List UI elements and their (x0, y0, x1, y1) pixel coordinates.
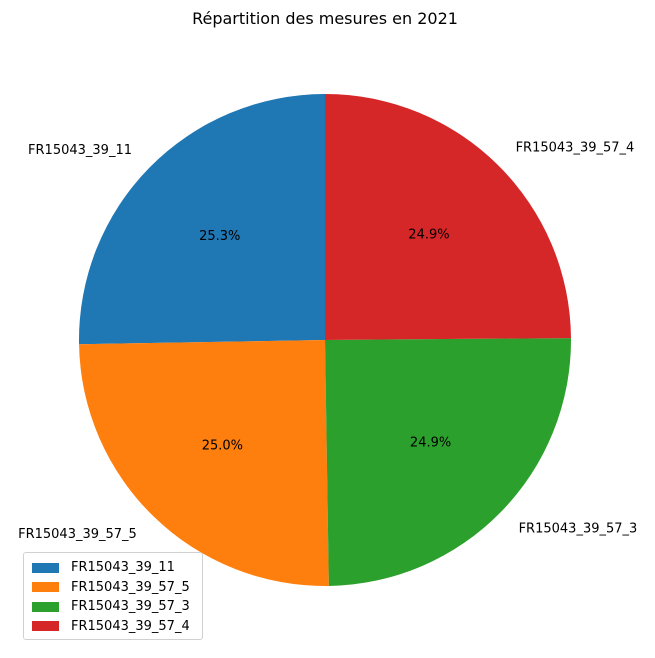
legend-label: FR15043_39_11 (71, 560, 175, 576)
slice-category-label: FR15043_39_57_5 (18, 527, 137, 542)
legend-label: FR15043_39_57_4 (71, 618, 190, 634)
pie-slice (79, 340, 329, 586)
pie-slices (78, 94, 571, 586)
chart-title: Répartition des mesures en 2021 (192, 9, 458, 28)
legend-label: FR15043_39_57_5 (71, 579, 190, 595)
legend-item: FR15043_39_57_4 (32, 617, 202, 637)
legend-swatch (32, 621, 59, 632)
legend-label: FR15043_39_57_3 (71, 599, 190, 615)
pie-slice (325, 338, 571, 586)
pie-slice (78, 94, 326, 345)
legend-item: FR15043_39_57_3 (32, 597, 202, 617)
slice-percent-label: 24.9% (408, 228, 449, 243)
slice-percent-label: 24.9% (410, 436, 451, 451)
legend-swatch (32, 562, 59, 573)
pie-slice (325, 94, 571, 340)
chart-legend: FR15043_39_11 FR15043_39_57_5 FR15043_39… (23, 552, 203, 640)
pie-labels: 25.3% FR15043_39_11 25.0% FR15043_39_57_5 24… (18, 140, 637, 542)
legend-swatch (32, 582, 59, 593)
slice-percent-label: 25.3% (199, 229, 240, 244)
slice-percent-label: 25.0% (202, 439, 243, 454)
legend-item: FR15043_39_57_5 (32, 578, 202, 598)
slice-category-label: FR15043_39_11 (28, 143, 132, 158)
legend-item: FR15043_39_11 (32, 558, 202, 578)
slice-category-label: FR15043_39_57_4 (516, 140, 635, 155)
legend-swatch (32, 601, 59, 612)
slice-category-label: FR15043_39_57_3 (519, 522, 638, 537)
